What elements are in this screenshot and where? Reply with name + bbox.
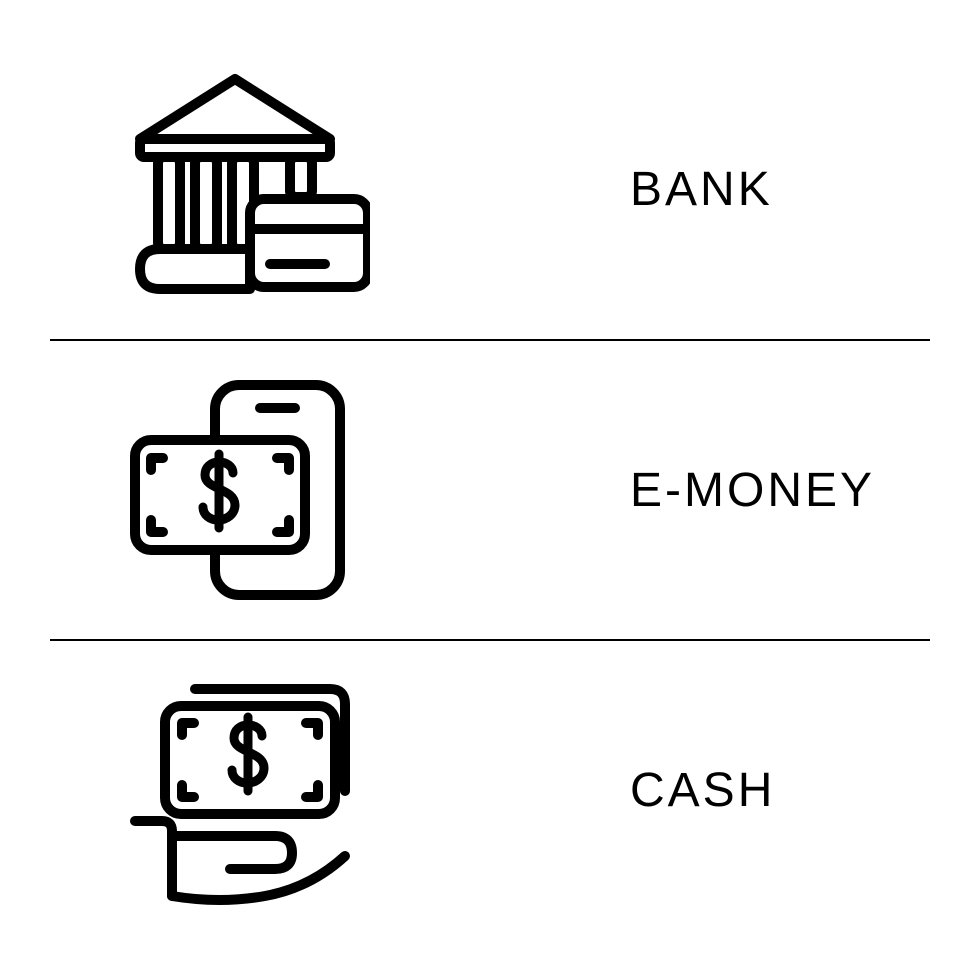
phone-dollar-bill-icon [115,370,365,610]
label-cell-emoney: E-MONEY [450,463,950,518]
row-emoney: E-MONEY [30,341,950,640]
label-cell-cash: CASH [450,763,950,818]
icon-cell-bank [30,69,450,309]
label-bank: BANK [630,162,773,217]
row-cash: CASH [30,641,950,940]
icon-cell-cash [30,671,450,911]
row-bank: BANK [30,40,950,339]
hand-cash-icon [110,671,370,911]
icon-cell-emoney [30,370,450,610]
payment-methods-infographic: BANK E-MONEY [0,0,980,980]
label-emoney: E-MONEY [630,463,875,518]
label-cell-bank: BANK [450,162,950,217]
label-cash: CASH [630,763,775,818]
bank-building-card-icon [110,69,370,309]
